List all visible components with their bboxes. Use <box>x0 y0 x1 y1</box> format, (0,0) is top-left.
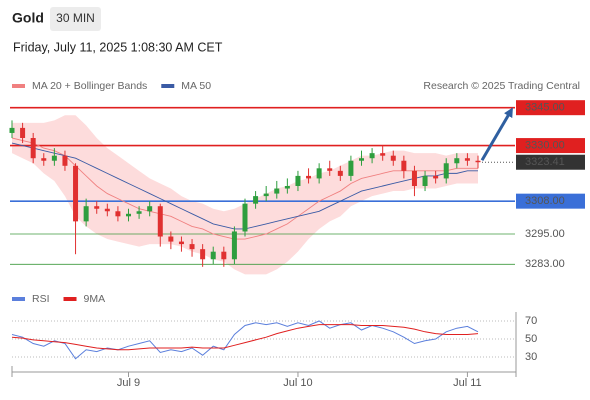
candle-body <box>337 170 343 176</box>
candle-body <box>9 127 15 133</box>
candle-body <box>62 155 68 166</box>
rsi-line <box>11 320 479 360</box>
legend-swatch <box>12 84 25 88</box>
candle-body <box>295 175 301 186</box>
x-tick-label: Jul 11 <box>453 377 482 389</box>
candle-body <box>168 236 174 242</box>
candle-body <box>189 244 195 250</box>
candle-body <box>348 160 354 176</box>
candle-body <box>443 163 449 179</box>
candle-body <box>369 153 375 159</box>
candle-body <box>94 206 100 209</box>
candle-body <box>136 211 142 214</box>
candle-body <box>147 206 153 212</box>
bollinger-band <box>12 115 478 275</box>
candle-body <box>242 203 248 232</box>
level-box <box>516 193 585 209</box>
candle-body <box>284 186 290 189</box>
level-label: 3295.00 <box>525 228 565 240</box>
forecast-arrow <box>480 107 513 161</box>
interval-label[interactable]: 30 MIN <box>56 11 95 25</box>
candle-body <box>475 160 481 163</box>
candle-body <box>20 127 26 138</box>
rsi-tick-label: 70 <box>525 315 537 327</box>
candle-body <box>359 158 364 161</box>
candle-body <box>464 158 470 161</box>
x-tick-label: Jul 10 <box>283 377 312 389</box>
source: Research © 2025 Trading Central <box>423 80 580 92</box>
candle-body <box>433 175 439 179</box>
rsi-line <box>11 324 479 351</box>
level-box <box>516 154 585 170</box>
level-label: 3345.00 <box>525 102 565 114</box>
candle-body <box>51 155 57 161</box>
level-label: 3330.00 <box>525 139 565 151</box>
candle-body <box>306 175 312 179</box>
candle-body <box>316 168 322 179</box>
candle-body <box>104 208 110 212</box>
candle-body <box>200 249 206 260</box>
level-label: 3308.00 <box>525 195 565 207</box>
candle-body <box>411 170 417 186</box>
candle-body <box>73 165 79 222</box>
level-box <box>516 138 585 154</box>
candle-body <box>422 175 428 186</box>
rsi-tick-label: 50 <box>525 333 537 345</box>
candle-body <box>380 153 386 156</box>
rsi-tick-label: 30 <box>525 351 537 363</box>
legend-label: MA 50 <box>181 80 211 92</box>
candle-body <box>390 155 396 161</box>
interval-badge[interactable] <box>50 7 101 31</box>
candle-body <box>41 158 47 161</box>
legend-swatch <box>161 84 175 88</box>
legend-label: RSI <box>32 293 50 305</box>
candle-body <box>83 206 89 222</box>
x-tick-label: Jul 9 <box>117 377 140 389</box>
moving-average <box>11 137 478 240</box>
level-box <box>516 100 585 116</box>
candle-body <box>454 158 460 164</box>
legend-swatch <box>63 297 77 301</box>
subtitle: Friday, July 11, 2025 1:08:30 AM CET <box>13 40 223 54</box>
chart-title: Gold <box>12 10 44 26</box>
legend-swatch <box>12 297 25 301</box>
legend-label: 9MA <box>84 293 106 305</box>
candle-body <box>401 160 407 171</box>
candle-body <box>30 138 36 159</box>
candle-body <box>178 241 184 245</box>
candle-body <box>157 206 163 237</box>
candle-body <box>327 168 333 171</box>
candle-body <box>126 213 131 217</box>
candle-body <box>274 188 280 194</box>
level-label: 3323.41 <box>525 156 565 168</box>
legend-label: MA 20 + Bollinger Bands <box>32 80 147 92</box>
candle-body <box>231 231 237 260</box>
candle-body <box>115 211 121 217</box>
candle-body <box>253 196 259 204</box>
candle-body <box>263 193 269 197</box>
candle-body <box>221 251 227 260</box>
candle-body <box>210 251 216 260</box>
level-label: 3283.00 <box>525 258 565 270</box>
